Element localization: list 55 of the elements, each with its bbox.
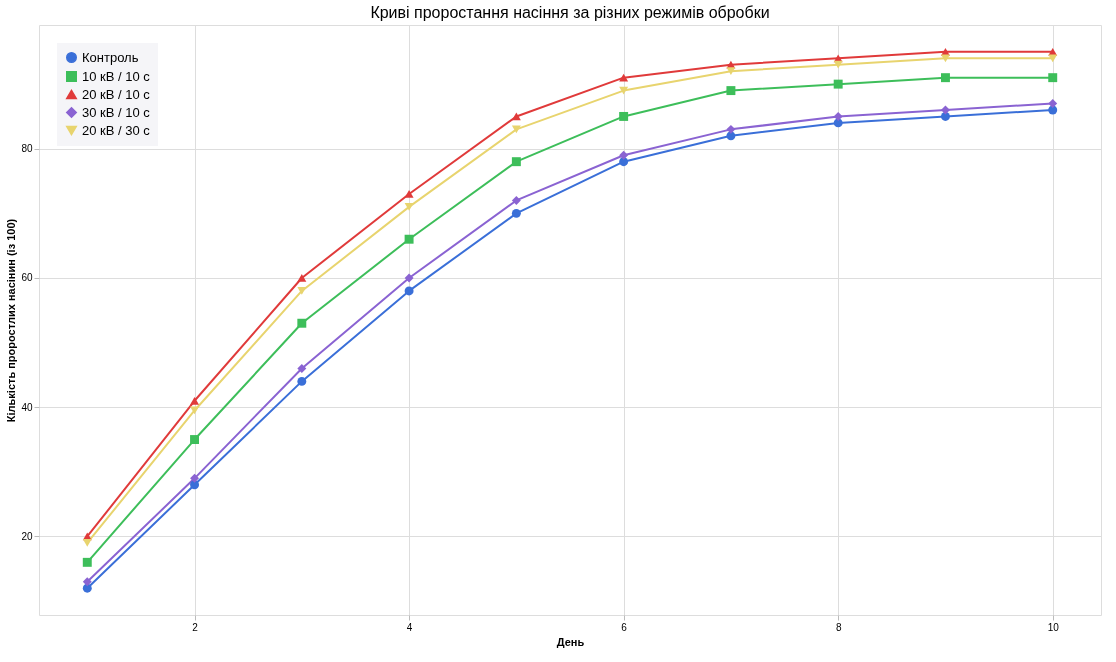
point bbox=[940, 73, 950, 83]
point bbox=[511, 125, 521, 134]
point bbox=[619, 150, 629, 160]
y-axis-title: Кількість проростлих насінин (із 100) bbox=[5, 218, 18, 423]
point bbox=[404, 234, 414, 244]
point bbox=[726, 67, 736, 76]
point bbox=[404, 203, 414, 211]
point bbox=[297, 363, 307, 373]
x-tick-label: 4 bbox=[406, 621, 413, 633]
y-tick-label: 80 bbox=[21, 143, 33, 155]
chart-title: Криві проростання насіння за різних режимів обробки bbox=[370, 4, 770, 21]
point bbox=[511, 157, 521, 167]
x-tick-label: 8 bbox=[835, 621, 842, 633]
point bbox=[511, 208, 521, 218]
point bbox=[404, 190, 414, 198]
y-tick-label: 40 bbox=[21, 401, 33, 413]
legend-label: 10 кВ / 10 с bbox=[82, 68, 151, 84]
point bbox=[940, 54, 950, 63]
point bbox=[297, 274, 307, 282]
point bbox=[297, 287, 307, 295]
point bbox=[404, 273, 414, 283]
point bbox=[82, 539, 92, 547]
point bbox=[511, 195, 521, 205]
point bbox=[1048, 54, 1058, 63]
point bbox=[833, 111, 843, 121]
x-tick-label: 10 bbox=[1047, 621, 1060, 633]
point bbox=[726, 124, 736, 134]
point bbox=[404, 286, 414, 296]
point bbox=[190, 473, 200, 483]
point bbox=[190, 435, 200, 445]
point bbox=[190, 396, 200, 405]
point bbox=[82, 577, 92, 587]
point bbox=[833, 79, 843, 89]
point bbox=[940, 105, 950, 115]
x-tick-label: 6 bbox=[621, 621, 628, 633]
legend-label: 20 кВ / 10 с bbox=[82, 86, 151, 102]
point bbox=[1048, 73, 1058, 83]
point bbox=[297, 318, 307, 328]
point bbox=[619, 73, 629, 82]
point bbox=[297, 376, 307, 386]
y-tick-label: 20 bbox=[21, 530, 33, 542]
point bbox=[940, 111, 950, 121]
x-axis-title: День bbox=[556, 635, 585, 648]
point bbox=[726, 131, 736, 141]
point bbox=[833, 60, 843, 69]
legend-label: 20 кВ / 30 с bbox=[82, 122, 151, 138]
point bbox=[619, 111, 629, 121]
y-tick-label: 60 bbox=[21, 272, 33, 284]
point bbox=[619, 86, 629, 95]
point bbox=[1048, 99, 1058, 108]
point bbox=[82, 557, 92, 567]
x-tick-label: 2 bbox=[192, 621, 199, 633]
legend-label: Контроль bbox=[82, 49, 139, 65]
point bbox=[726, 86, 736, 96]
legend-label: 30 кВ / 10 с bbox=[82, 104, 151, 120]
